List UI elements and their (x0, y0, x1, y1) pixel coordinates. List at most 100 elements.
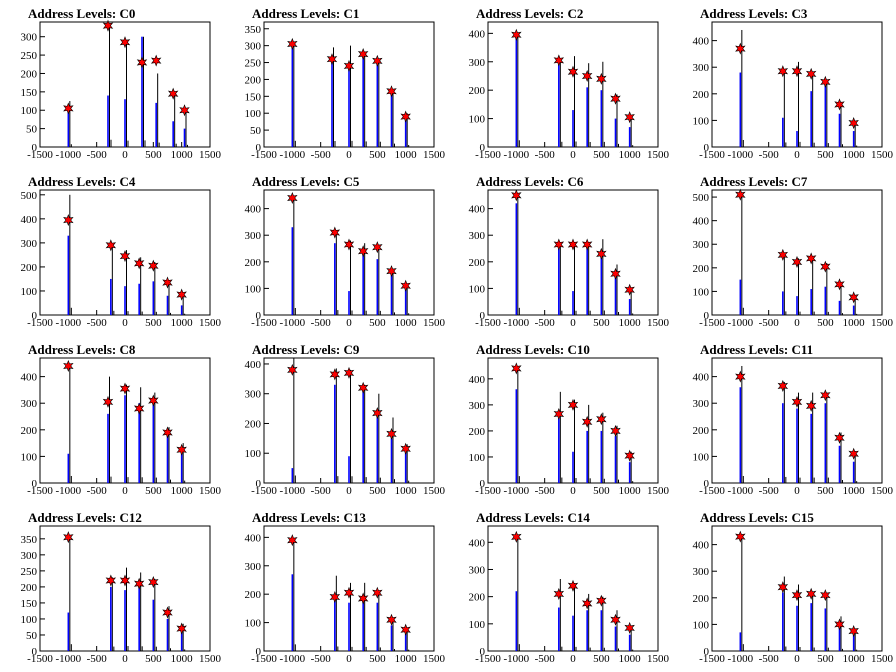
y-tick-label: 200 (469, 257, 486, 269)
peak-star-marker (610, 424, 621, 437)
chart-panel: Address Levels: C7 0 100 200 300 400 500 -1500-… (672, 168, 896, 336)
x-tick-label: 1500 (423, 149, 446, 161)
x-tick-label: 0 (122, 485, 128, 497)
x-tick-label: 1500 (647, 149, 670, 161)
peak-star-marker (805, 399, 817, 412)
peak-star-marker (133, 257, 145, 270)
peak-star-marker (148, 259, 159, 272)
peak-star-marker (610, 92, 621, 105)
y-tick-label: 0 (480, 646, 486, 658)
chart-title: Address Levels: C10 (476, 342, 590, 357)
chart-panel: Address Levels: C15 0 100 200 300 400 -1500 -10… (672, 504, 896, 672)
y-tick-label: 0 (704, 478, 710, 490)
peak-star-marker (179, 104, 190, 117)
y-tick-label: 100 (469, 619, 486, 631)
x-tick-label: 1000 (843, 653, 866, 665)
peak-star-marker (820, 75, 831, 88)
y-tick-label: 0 (704, 310, 710, 322)
x-tick-label: 500 (369, 149, 386, 161)
peak-star-marker (176, 443, 187, 456)
peak-star-marker (133, 402, 145, 415)
peak-star-marker (596, 413, 607, 426)
x-tick-label: -500 (535, 317, 556, 329)
y-tick-label: 500 (693, 192, 710, 204)
y-tick-label: 400 (469, 204, 486, 216)
y-tick-label: 300 (693, 398, 710, 410)
chart-title: Address Levels: C4 (28, 174, 136, 189)
peak-star-marker (567, 398, 579, 411)
peak-star-marker (400, 623, 411, 636)
peak-star-marker (735, 42, 746, 55)
y-tick-label: 150 (245, 91, 262, 103)
peak-star-marker (624, 283, 635, 296)
peak-star-marker (596, 247, 607, 260)
x-tick-label: -1500 (475, 149, 501, 161)
y-tick-label: 200 (245, 589, 262, 601)
y-tick-label: 100 (21, 286, 38, 298)
y-tick-label: 200 (21, 425, 38, 437)
chart-plot: 0 100 200 300 400 500 -1500 -1000 -500 0 500 1000 15… (693, 188, 894, 329)
plot-frame (711, 21, 883, 148)
peak-star-marker (329, 226, 341, 239)
x-tick-label: 1000 (171, 653, 194, 665)
x-tick-label: 1000 (843, 485, 866, 497)
y-tick-label: 300 (693, 566, 710, 578)
peak-star-marker (820, 260, 831, 273)
x-tick-label: -1500 (699, 317, 725, 329)
peak-star-marker (834, 431, 845, 444)
peak-star-marker (119, 574, 131, 587)
chart-panel: Address Levels: C12 0 50 100 150 200 250 300 350… (0, 504, 224, 672)
chart-plot: 0 100 200 300 400 -1500 -1000 -500 0 500 1000 1500 (693, 357, 894, 497)
y-tick-label: 400 (469, 28, 486, 40)
y-tick-label: 100 (21, 105, 38, 117)
y-tick-label: 350 (21, 534, 38, 546)
peak-star-marker (105, 574, 117, 587)
y-tick-label: 400 (693, 372, 710, 384)
peak-star-marker (805, 252, 817, 265)
x-tick-label: 1000 (619, 149, 642, 161)
peak-star-marker (176, 622, 187, 635)
chart-panel: Address Levels: C9 0 100 200 300 400 -1500 -100… (224, 336, 448, 504)
x-tick-label: 1500 (647, 653, 670, 665)
peak-star-marker (596, 72, 607, 85)
chart-title: Address Levels: C8 (28, 342, 136, 357)
x-tick-label: -500 (759, 149, 780, 161)
chart-plot: 0 100 200 300 400 -1500 -1000 -500 0 500 1000 1500 (245, 357, 446, 497)
peak-star-marker (343, 366, 355, 379)
x-tick-label: -1500 (699, 149, 725, 161)
peak-star-marker (162, 276, 173, 289)
x-tick-label: 1500 (871, 653, 894, 665)
y-tick-label: 100 (693, 451, 710, 463)
peak-star-marker (834, 618, 845, 631)
y-tick-label: 350 (245, 24, 262, 36)
peak-star-marker (357, 48, 369, 61)
peak-star-marker (386, 613, 397, 626)
x-tick-label: -500 (311, 317, 332, 329)
x-tick-label: 1500 (871, 317, 894, 329)
y-tick-label: 300 (469, 564, 486, 576)
x-tick-label: 1000 (619, 485, 642, 497)
y-tick-label: 100 (693, 115, 710, 127)
chart-title: Address Levels: C7 (700, 174, 808, 189)
y-tick-label: 400 (245, 532, 262, 544)
y-tick-label: 200 (245, 257, 262, 269)
x-tick-label: 1500 (871, 485, 894, 497)
y-tick-label: 50 (26, 124, 38, 136)
x-tick-label: -1000 (279, 485, 305, 497)
y-tick-label: 300 (21, 32, 38, 44)
peak-star-marker (329, 368, 341, 381)
x-tick-label: -1500 (251, 317, 277, 329)
chart-plot: 0 100 200 300 400 -1500 -1000 -500 0 500 1000 1500 (245, 525, 446, 665)
chart-plot: 0 100 200 300 400 -1500 -1000 -500 0 500 1000 1500 (469, 21, 670, 161)
y-tick-label: 200 (693, 263, 710, 275)
x-tick-label: -500 (311, 653, 332, 665)
peak-star-marker (372, 54, 383, 67)
x-tick-label: -1500 (475, 653, 501, 665)
peak-star-marker (511, 189, 522, 202)
y-tick-label: 300 (693, 62, 710, 74)
y-tick-label: 300 (469, 400, 486, 412)
x-tick-label: -500 (87, 317, 108, 329)
x-tick-label: 1500 (199, 149, 222, 161)
peak-star-marker (581, 69, 593, 83)
x-tick-label: -1000 (55, 485, 81, 497)
